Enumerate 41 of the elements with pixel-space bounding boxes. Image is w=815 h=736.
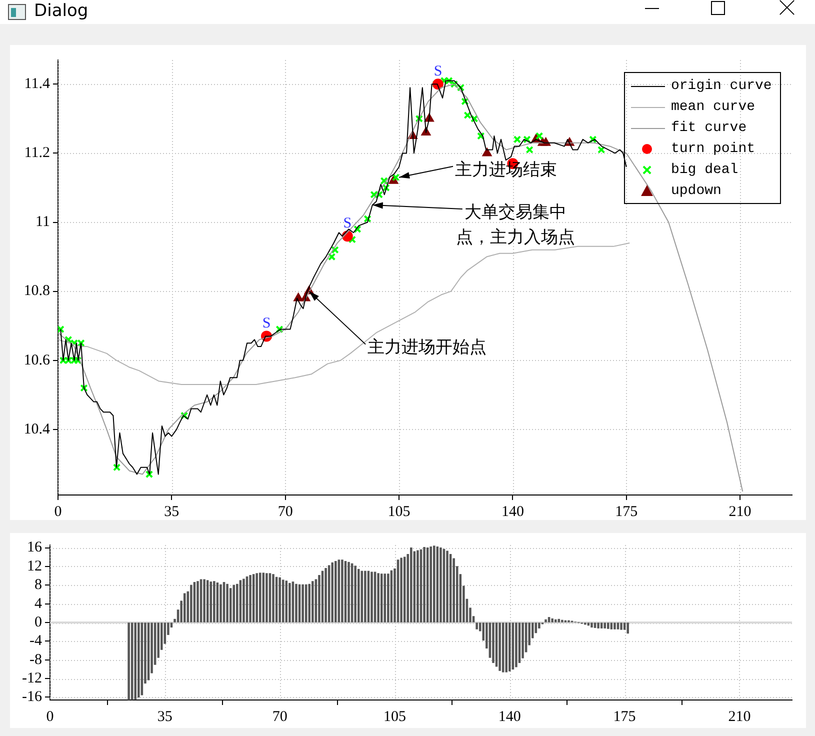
data-label: S — [434, 64, 442, 80]
annotation: 主力进场结束 — [455, 160, 558, 180]
x-tick-label: 175 — [615, 504, 638, 520]
legend-label: mean curve — [671, 98, 756, 114]
x-tick-label: 140 — [501, 504, 524, 520]
y-tick-label: -12 — [22, 670, 42, 686]
y-tick-label: 11.4 — [24, 76, 50, 92]
y-tick-label: -16 — [22, 689, 42, 706]
legend-label: updown — [671, 182, 722, 198]
y-tick-label: -4 — [30, 633, 42, 650]
data-label: S — [262, 316, 271, 332]
legend-label: origin curve — [671, 78, 772, 94]
x-tick-label: 35 — [157, 708, 172, 725]
legend-label: turn point — [671, 140, 756, 156]
x-tick-label: 70 — [278, 504, 293, 520]
y-tick-label: 0 — [34, 614, 42, 630]
y-tick-label: 11 — [36, 214, 50, 230]
data-label: S — [343, 216, 352, 232]
chart-title: Dialog — [34, 1, 88, 21]
y-tick-label: 8 — [34, 577, 42, 594]
x-tick-label: 175 — [613, 708, 636, 725]
y-tick-label: -8 — [30, 652, 42, 668]
y-tick-label: 10.6 — [24, 352, 50, 368]
x-tick-label: 210 — [728, 504, 752, 520]
annotation: 主力进场开始点 — [368, 338, 487, 358]
y-tick-label: 10.8 — [24, 283, 50, 300]
x-tick-label: 70 — [272, 708, 288, 725]
x-tick-label: 105 — [383, 708, 406, 725]
y-tick-label: 16 — [27, 540, 42, 556]
x-tick-label: 35 — [164, 504, 180, 520]
x-tick-label: 105 — [388, 504, 410, 520]
annotation: 大单交易集中点，主力入场点 — [456, 202, 575, 248]
y-tick-label: 4 — [34, 596, 42, 612]
y-tick-label: 10.4 — [24, 421, 50, 438]
x-tick-label: 140 — [498, 708, 521, 725]
x-tick-label: 0 — [54, 504, 62, 520]
legend-label: fit curve — [671, 120, 747, 136]
y-tick-label: 11.2 — [24, 145, 50, 162]
y-tick-label: 12 — [27, 558, 42, 574]
legend-label: big deal — [671, 162, 738, 178]
x-tick-label: 210 — [728, 708, 751, 725]
